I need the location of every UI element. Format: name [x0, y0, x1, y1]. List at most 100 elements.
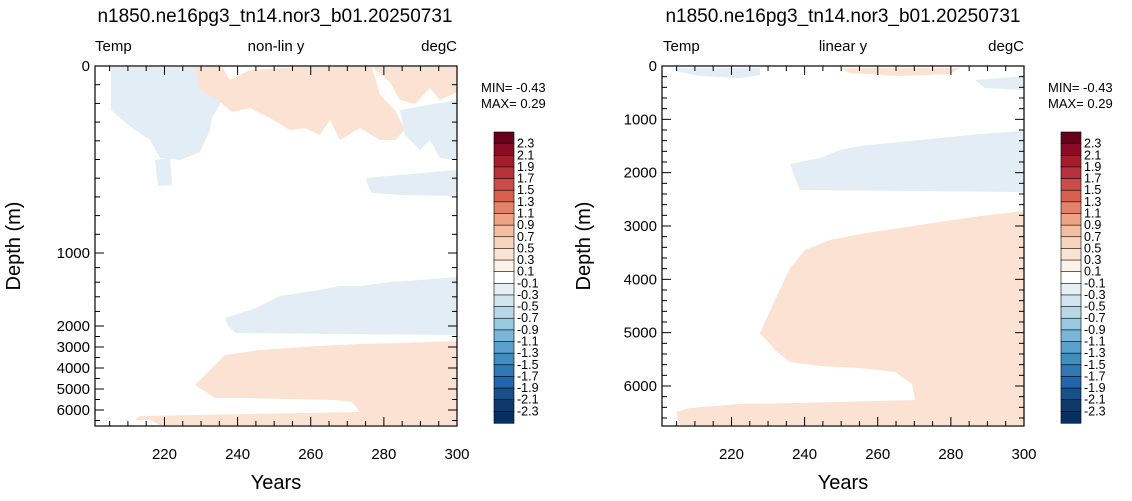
right-units-label: degC: [988, 38, 1024, 55]
colorbar-swatch: [493, 224, 515, 238]
colorbar-swatch: [1060, 201, 1082, 215]
colorbar-swatch: [493, 411, 515, 424]
colorbar-swatch: [493, 131, 515, 145]
y-tick-label: 0: [82, 58, 90, 75]
right-region-surface-cool-right: [975, 76, 1024, 90]
y-tick-label: 6000: [624, 378, 657, 395]
colorbar-label: -0.1: [1084, 276, 1106, 290]
colorbar-label: 0.1: [1084, 265, 1101, 279]
left-panel: n1850.ne16pg3_tn14.nor3_b01.20250731 Tem…: [3, 6, 546, 494]
left-region-upper-cool: [366, 170, 457, 196]
colorbar-swatch: [493, 259, 515, 273]
colorbar-swatch: [493, 329, 515, 343]
colorbar-swatch: [1060, 294, 1082, 308]
colorbar-label: -1.9: [517, 381, 539, 395]
y-tick-label: 2000: [57, 318, 90, 335]
right-region-surface-faint: [670, 68, 760, 78]
colorbar-swatch: [1060, 306, 1082, 319]
colorbar-label: -1.9: [1084, 381, 1106, 395]
right-ylabel: Depth (m): [573, 202, 595, 291]
colorbar-label: -0.9: [1084, 323, 1106, 337]
y-tick-label: 4000: [624, 271, 657, 288]
colorbar-label: -1.5: [1084, 358, 1106, 372]
colorbar-label: -0.5: [517, 300, 539, 314]
colorbar-swatch: [1060, 248, 1082, 261]
colorbar-swatch: [493, 213, 515, 226]
colorbar-label: 2.3: [1084, 137, 1101, 151]
colorbar-swatch: [1060, 387, 1082, 401]
colorbar-label: 2.1: [1084, 148, 1101, 162]
colorbar-swatch: [493, 352, 515, 366]
x-tick-label: 260: [298, 446, 323, 463]
colorbar-swatch: [1060, 154, 1082, 168]
left-plot-frame: [94, 65, 458, 427]
y-tick-label: 4000: [57, 360, 90, 377]
colorbar-swatch: [1060, 189, 1082, 203]
colorbar-label: 0.7: [1084, 230, 1101, 244]
colorbar-label: 1.1: [1084, 206, 1101, 220]
y-tick-label: 6000: [57, 402, 90, 419]
colorbar-swatch: [493, 166, 515, 180]
right-region-mid-cool: [790, 131, 1024, 192]
colorbar-swatch: [493, 154, 515, 168]
right-center-label: linear y: [819, 38, 868, 55]
colorbar-label: -1.1: [1084, 335, 1106, 349]
y-tick-label: 3000: [624, 218, 657, 235]
colorbar-label: -2.3: [1084, 404, 1106, 418]
left-xlabel: Years: [251, 472, 301, 494]
y-tick-label: 3000: [57, 339, 90, 356]
x-tick-label: 220: [719, 446, 744, 463]
x-tick-label: 300: [1011, 446, 1036, 463]
colorbar-label: 0.3: [517, 253, 534, 267]
colorbar-label: 1.5: [1084, 183, 1101, 197]
colorbar-label: -0.3: [517, 288, 539, 302]
right-title: n1850.ne16pg3_tn14.nor3_b01.20250731: [665, 6, 1020, 27]
colorbar-swatch: [493, 387, 515, 401]
colorbar-swatch: [1060, 143, 1082, 156]
colorbar-swatch: [1060, 364, 1082, 378]
left-max-text: MAX= 0.29: [481, 96, 546, 111]
left-region-surface-warm-right: [372, 67, 457, 104]
colorbar-label: -0.7: [517, 311, 539, 325]
colorbar-swatch: [1060, 259, 1082, 273]
y-tick-label: 2000: [624, 165, 657, 182]
colorbar-label: -0.7: [1084, 311, 1106, 325]
right-region-deep-warm: [676, 211, 1024, 425]
right-colorbar: 2.32.11.91.71.51.31.10.90.70.50.30.1-0.1…: [1060, 131, 1106, 424]
right-max-text: MAX= 0.29: [1048, 96, 1113, 111]
colorbar-label: 0.3: [1084, 253, 1101, 267]
colorbar-swatch: [493, 189, 515, 203]
colorbar-label: -0.3: [1084, 288, 1106, 302]
colorbar-label: 1.9: [1084, 160, 1101, 174]
x-tick-label: 280: [938, 446, 963, 463]
colorbar-swatch: [493, 399, 515, 412]
colorbar-label: -1.1: [517, 335, 539, 349]
y-tick-label: 5000: [624, 325, 657, 342]
left-region-mid-cool: [225, 277, 457, 335]
colorbar-label: 1.3: [517, 195, 534, 209]
colorbar-swatch: [1060, 352, 1082, 366]
colorbar-label: -2.3: [517, 404, 539, 418]
colorbar-label: -0.9: [517, 323, 539, 337]
colorbar-label: 0.5: [1084, 241, 1101, 255]
colorbar-label: -2.1: [1084, 393, 1106, 407]
colorbar-label: -1.7: [1084, 369, 1106, 383]
colorbar-label: 1.5: [517, 183, 534, 197]
left-region-surface-warm: [195, 67, 405, 140]
y-tick-label: 1000: [624, 111, 657, 128]
left-region-surface-cool-drip: [155, 158, 172, 186]
colorbar-label: 0.5: [517, 241, 534, 255]
colorbar-swatch: [1060, 131, 1082, 145]
right-var-label: Temp: [663, 38, 700, 55]
left-contours: [111, 67, 457, 425]
colorbar-swatch: [493, 283, 515, 296]
right-plot-frame: [661, 65, 1025, 427]
right-min-text: MIN= -0.43: [1048, 80, 1113, 95]
left-title: n1850.ne16pg3_tn14.nor3_b01.20250731: [97, 6, 452, 27]
colorbar-label: 1.3: [1084, 195, 1101, 209]
right-panel: n1850.ne16pg3_tn14.nor3_b01.20250731 Tem…: [573, 6, 1113, 494]
y-tick-label: 5000: [57, 381, 90, 398]
